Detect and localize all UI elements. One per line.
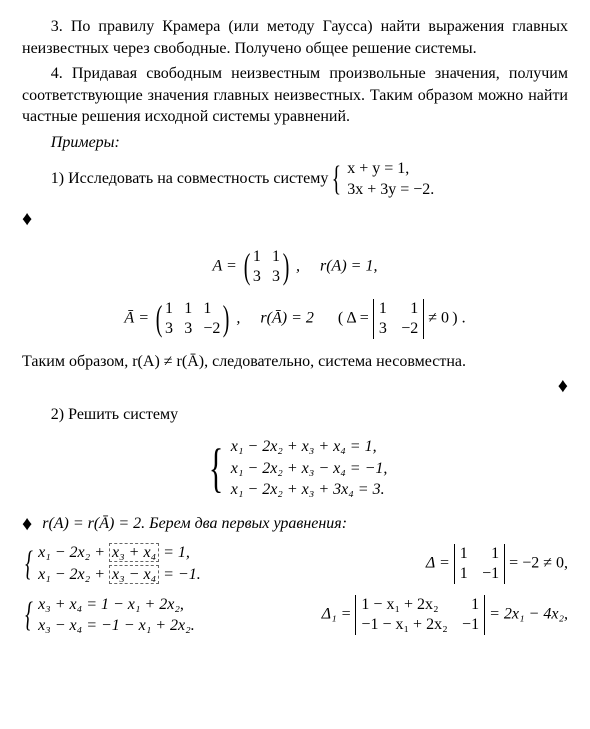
mat-cell: 3 — [379, 319, 387, 339]
delta1-expr: Δ₁ = 1 − x₁ + 2x₂ 1 −1 − x₁ + 2x₂ −1 = 2x₁… — [322, 595, 568, 635]
step-row-1: { x₁ − 2x₂ + x₃ + x₄ = 1, x₁ − 2x₂ + x₃ … — [22, 542, 568, 585]
matrix-Abar: ( 111 33−2 ) — [153, 299, 232, 339]
mat-cell: 1 — [410, 299, 418, 319]
eq-line: x₁ − 2x₂ + x₃ + 3x₄ = 3. — [231, 479, 388, 501]
eq-line: x₃ − x₄ = −1 − x₁ + 2x₂. — [38, 615, 195, 637]
mat-cell: −1 − x₁ + 2x₂ — [361, 615, 447, 635]
matrix-Abar-lhs: Ā = — [124, 309, 153, 326]
mat-cell: −1 — [462, 615, 479, 635]
delta1-rhs: = 2x₁ − 4x₂, — [489, 606, 568, 623]
delta-open: ( Δ = — [338, 309, 373, 326]
mat-cell: −1 — [482, 564, 499, 584]
mat-cell: 1 — [379, 299, 387, 319]
eq-line: x₁ − 2x₂ + x₃ + x₄ = 1, — [38, 542, 201, 564]
paragraph-4: 4. Придавая свободным неизвестным произв… — [22, 63, 568, 128]
mat-cell: 1 — [184, 299, 192, 319]
eq-line: x₁ − 2x₂ + x₃ + x₄ = 1, — [231, 436, 388, 458]
eq-line: x₁ − 2x₂ + x₃ − x₄ = −1. — [38, 564, 201, 586]
example-1-statement: 1) Исследовать на совместность систему {… — [22, 158, 568, 201]
mat-cell: −2 — [203, 319, 220, 339]
eq-line: x₃ + x₄ = 1 − x₁ + 2x₂, — [38, 594, 195, 616]
delta-lhs: Δ = — [426, 555, 454, 572]
matrix-A: ( 11 33 ) — [241, 247, 292, 287]
delta-rhs: = −2 ≠ 0, — [509, 555, 568, 572]
brace-icon: { — [332, 165, 341, 193]
rank-A: , r(A) = 1, — [296, 257, 377, 274]
mat-cell: 1 — [491, 544, 499, 564]
eq-part: = 1, — [163, 544, 190, 561]
matrix-Abar-block: Ā = ( 111 33−2 ) , r(Ā) = 2 ( Δ = 11 3−2… — [22, 299, 568, 339]
mat-cell: 1 — [203, 299, 211, 319]
eq-line: x₁ − 2x₂ + x₃ − x₄ = −1, — [231, 458, 388, 480]
dashed-term: x₃ − x₄ — [109, 565, 159, 584]
examples-heading: Примеры: — [22, 132, 568, 154]
example-2-lead: 2) Решить систему — [22, 404, 568, 426]
delta-expr: Δ = 11 1−1 = −2 ≠ 0, — [426, 544, 568, 584]
example-1-lead: 1) Исследовать на совместность систему — [51, 168, 329, 190]
determinant-delta: 11 1−1 — [454, 544, 505, 584]
diamond-marker: ♦ — [22, 209, 568, 229]
example-1-system: { x + y = 1, 3x + 3y = −2. — [328, 158, 434, 201]
mat-cell: 3 — [272, 267, 280, 287]
mat-cell: 3 — [165, 319, 173, 339]
mat-cell: 1 — [460, 564, 468, 584]
diamond-marker: ♦ — [22, 376, 568, 396]
dashed-term: x₃ + x₄ — [109, 543, 159, 562]
mat-cell: 1 — [272, 247, 280, 267]
mat-cell: 1 — [460, 544, 468, 564]
mat-cell: 1 — [165, 299, 173, 319]
brace-icon: { — [208, 447, 222, 491]
mat-cell: 1 − x₁ + 2x₂ — [361, 595, 438, 615]
diamond-marker: ♦ — [22, 514, 32, 534]
delta1-lhs: Δ₁ = — [322, 606, 356, 623]
eq-part: x₁ − 2x₂ + — [38, 566, 105, 583]
mat-cell: −2 — [401, 319, 418, 339]
paragraph-3: 3. По правилу Крамера (или методу Гаусса… — [22, 16, 568, 59]
determinant-1: 1 1 3 −2 — [373, 299, 424, 339]
example-1-conclusion: Таким образом, r(A) ≠ r(Ā), следовательн… — [22, 351, 568, 373]
eq-part: = −1. — [163, 566, 201, 583]
brace-icon: { — [25, 550, 33, 578]
determinant-delta1: 1 − x₁ + 2x₂ 1 −1 − x₁ + 2x₂ −1 — [355, 595, 485, 635]
eq-line: x + y = 1, — [347, 158, 434, 180]
system-B: { x₃ + x₄ = 1 − x₁ + 2x₂, x₃ − x₄ = −1 −… — [22, 594, 195, 637]
mat-cell: 1 — [253, 247, 261, 267]
mat-cell: 1 — [471, 595, 479, 615]
eq-part: x₁ − 2x₂ + — [38, 544, 105, 561]
system-A: { x₁ − 2x₂ + x₃ + x₄ = 1, x₁ − 2x₂ + x₃ … — [22, 542, 201, 585]
matrix-A-lhs: A = — [213, 257, 241, 274]
mat-cell: 3 — [184, 319, 192, 339]
rank-equal-text: r(A) = r(Ā) = 2. Берем два первых уравне… — [42, 513, 347, 535]
mat-cell: 3 — [253, 267, 261, 287]
delta-close: ≠ 0 ) . — [428, 309, 465, 326]
matrix-A-block: A = ( 11 33 ) , r(A) = 1, — [22, 247, 568, 287]
eq-line: 3x + 3y = −2. — [347, 179, 434, 201]
rank-Abar: , r(Ā) = 2 — [236, 309, 337, 326]
rank-line: ♦ r(A) = r(Ā) = 2. Берем два первых урав… — [22, 513, 568, 535]
brace-icon: { — [25, 601, 33, 629]
step-row-2: { x₃ + x₄ = 1 − x₁ + 2x₂, x₃ − x₄ = −1 −… — [22, 594, 568, 637]
example-2-system: { x₁ − 2x₂ + x₃ + x₄ = 1, x₁ − 2x₂ + x₃ … — [22, 436, 568, 501]
